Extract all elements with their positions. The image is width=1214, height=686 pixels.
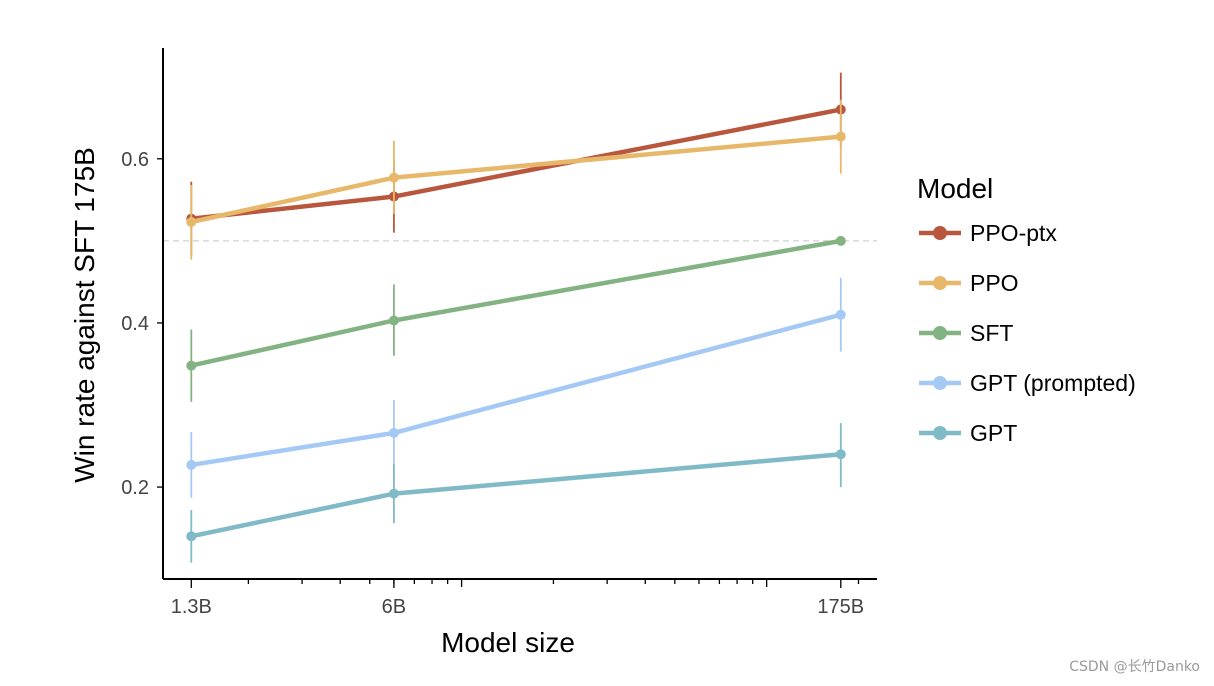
legend-item: PPO [919,270,1019,296]
data-point [186,459,197,470]
data-point [835,309,846,320]
x-axis: 1.3B 6B 175B [163,578,877,618]
data-point [388,315,399,326]
legend-swatch-dot [933,326,947,340]
legend-item: SFT [919,320,1013,346]
series-line [189,238,844,368]
legend-swatch-dot [933,276,947,290]
data-point [835,235,846,246]
y-tick-label: 0.4 [121,313,149,335]
legend-item: GPT [919,420,1017,446]
legend-item: PPO-ptx [919,220,1057,246]
data-point [388,172,399,183]
data-point [835,131,846,142]
y-tick-label: 0.6 [121,149,149,171]
y-axis-title: Win rate against SFT 175B [69,147,100,483]
series-line [189,452,844,539]
data-point [186,216,197,227]
x-tick-label: 6B [382,596,406,618]
legend-swatch-dot [933,376,947,390]
data-point [186,531,197,542]
series-ppo [186,99,846,260]
legend-swatch-dot [933,226,947,240]
legend-label: SFT [970,320,1013,346]
y-axis: 0.2 0.4 0.6 [121,48,164,579]
data-point [388,488,399,499]
legend-title: Model [917,173,993,204]
x-tick-label: 1.3B [171,596,212,618]
series-sft [186,235,846,402]
x-axis-title: Model size [441,627,575,658]
legend-swatch-dot [933,426,947,440]
legend-item: GPT (prompted) [919,370,1136,396]
y-tick-label: 0.2 [121,477,149,499]
legend: Model PPO-ptx PPO SFT GPT (prompted) GPT [917,173,1136,446]
watermark: CSDN @长竹Danko [1069,659,1200,675]
legend-label: PPO [970,270,1019,296]
x-tick-label: 175B [817,596,864,618]
data-point [388,427,399,438]
series-line [189,312,844,468]
legend-label: PPO-ptx [970,220,1057,246]
legend-label: GPT (prompted) [970,370,1136,396]
series-ppo-ptx [186,72,846,256]
series-gpt-prompted [186,277,846,498]
plot-area [163,72,877,563]
data-point [835,449,846,460]
data-point [186,360,197,371]
legend-label: GPT [970,420,1017,446]
series-gpt [186,423,846,563]
